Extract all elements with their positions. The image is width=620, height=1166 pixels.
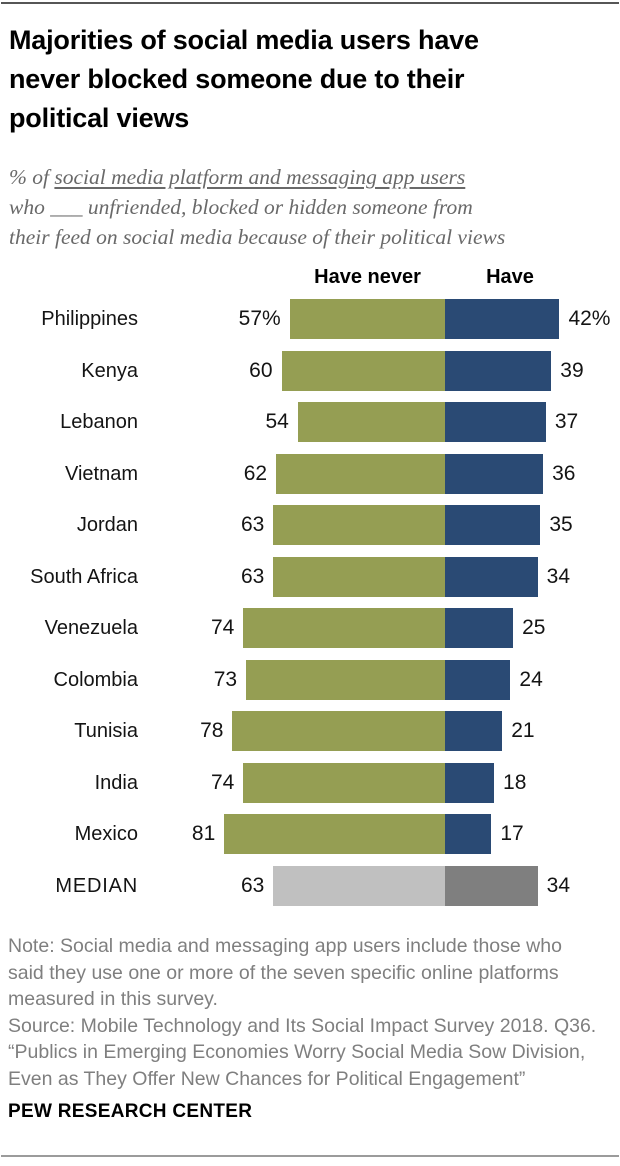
- value-have-never: 57%: [238, 307, 281, 330]
- bottom-rule: [1, 1155, 619, 1157]
- country-label: South Africa: [30, 565, 138, 588]
- subtitle-prefix: % of: [9, 165, 55, 189]
- value-have: 18: [503, 770, 527, 794]
- bar-have-never: [243, 762, 445, 803]
- chart-row: Colombia 73 24: [0, 659, 620, 700]
- bar-have-never: [243, 608, 445, 648]
- country-label: MEDIAN: [55, 874, 138, 897]
- value-have-never: 62: [243, 461, 268, 485]
- bar-have: [445, 711, 503, 751]
- bar-have-never: [289, 299, 445, 339]
- country-label: India: [94, 771, 138, 794]
- legend-have-never: Have never: [314, 266, 421, 288]
- value-have: 37: [554, 410, 579, 433]
- source-line: Source: Mobile Technology and Its Social…: [8, 1014, 597, 1037]
- value-have: 17: [500, 822, 524, 845]
- country-label: Tunisia: [74, 720, 138, 742]
- bar-have-never: [273, 505, 445, 545]
- bar-have: [445, 402, 546, 442]
- country-label: Lebanon: [60, 411, 138, 433]
- chart-row: Lebanon 54 37: [0, 402, 620, 442]
- subtitle-line: who ___ unfriended, blocked or hidden so…: [9, 195, 473, 219]
- value-have-never: 54: [265, 410, 289, 433]
- top-rule: [1, 2, 619, 4]
- country-label: Mexico: [74, 823, 138, 845]
- note-line: said they use one or more of the seven s…: [8, 961, 559, 984]
- value-have: 36: [552, 461, 576, 485]
- chart-row: Mexico 81 17: [0, 814, 620, 854]
- chart-row: India 74 18: [0, 762, 620, 803]
- value-have: 35: [549, 513, 573, 536]
- bar-have-never: [224, 814, 445, 854]
- chart-subtitle: % of social media platform and messaging…: [9, 162, 617, 252]
- bar-have: [445, 814, 492, 854]
- title-line: Majorities of social media users have: [9, 25, 479, 55]
- country-label: Colombia: [53, 668, 138, 691]
- bar-have: [445, 453, 544, 494]
- chart-row: MEDIAN 63 34: [0, 865, 620, 906]
- subtitle-underlined-phrase: social media platform and messaging app …: [54, 165, 466, 189]
- source-line: “Publics in Emerging Economies Worry Soc…: [8, 1041, 586, 1063]
- note-source-text: Note: Social media and messaging app use…: [8, 933, 616, 1092]
- bar-have-never: [276, 453, 445, 494]
- bar-have: [445, 659, 511, 700]
- note-line: measured in this survey.: [8, 988, 218, 1010]
- title-line: never blocked someone due to their: [9, 64, 465, 94]
- value-have-never: 81: [191, 822, 216, 845]
- chart-row: Kenya 60 39: [0, 350, 620, 391]
- value-have-never: 63: [240, 513, 265, 536]
- bar-have-never: [246, 659, 445, 700]
- subtitle-line: % of social media platform and messaging…: [9, 162, 617, 192]
- bar-have: [445, 350, 552, 391]
- bar-have-never: [273, 556, 445, 597]
- value-have-never: 78: [200, 719, 224, 742]
- title-line: political views: [9, 103, 190, 133]
- legend-have: Have: [486, 266, 534, 288]
- bar-have: [445, 299, 560, 339]
- country-label: Jordan: [76, 514, 138, 536]
- bar-have-never: [297, 402, 445, 442]
- page-title: Majorities of social media users have ne…: [9, 21, 614, 138]
- bar-have-never: [281, 350, 445, 391]
- chart-row: South Africa 63 34: [0, 556, 620, 597]
- chart-row: Vietnam 62 36: [0, 453, 620, 494]
- value-have-never: 60: [249, 358, 273, 382]
- bar-have: [445, 865, 538, 906]
- value-have: 25: [522, 616, 546, 639]
- value-have: 42%: [568, 307, 611, 330]
- bar-have: [445, 762, 495, 803]
- diverging-bar-chart: Philippines 57% 42% Kenya 60 39 Lebanon 54 37 Vie…: [0, 299, 620, 917]
- bar-have: [445, 608, 514, 648]
- bar-have: [445, 556, 538, 597]
- chart-row: Philippines 57% 42%: [0, 299, 620, 339]
- country-label: Philippines: [41, 308, 138, 330]
- pew-research-center-logo-text: PEW RESEARCH CENTER: [8, 1101, 253, 1122]
- value-have-never: 74: [210, 770, 235, 794]
- value-have: 24: [519, 667, 543, 691]
- value-have: 21: [511, 719, 535, 742]
- subtitle-line: their feed on social media because of th…: [9, 225, 506, 249]
- chart-row: Jordan 63 35: [0, 505, 620, 545]
- value-have: 39: [560, 358, 584, 382]
- note-line: Note: Social media and messaging app use…: [8, 935, 562, 957]
- bar-have-never: [273, 865, 445, 906]
- bar-have: [445, 505, 541, 545]
- country-label: Kenya: [81, 359, 138, 382]
- chart-row: Tunisia 78 21: [0, 711, 620, 751]
- value-have-never: 63: [240, 564, 265, 588]
- country-label: Vietnam: [64, 462, 138, 485]
- value-have-never: 63: [240, 873, 265, 897]
- value-have-never: 74: [210, 616, 235, 639]
- country-label: Venezuela: [44, 617, 138, 639]
- value-have: 34: [546, 564, 570, 588]
- bar-have-never: [232, 711, 445, 751]
- value-have: 34: [546, 873, 570, 897]
- chart-row: Venezuela 74 25: [0, 608, 620, 648]
- source-line: Even as They Offer New Chances for Polit…: [8, 1067, 526, 1090]
- value-have-never: 73: [213, 667, 238, 691]
